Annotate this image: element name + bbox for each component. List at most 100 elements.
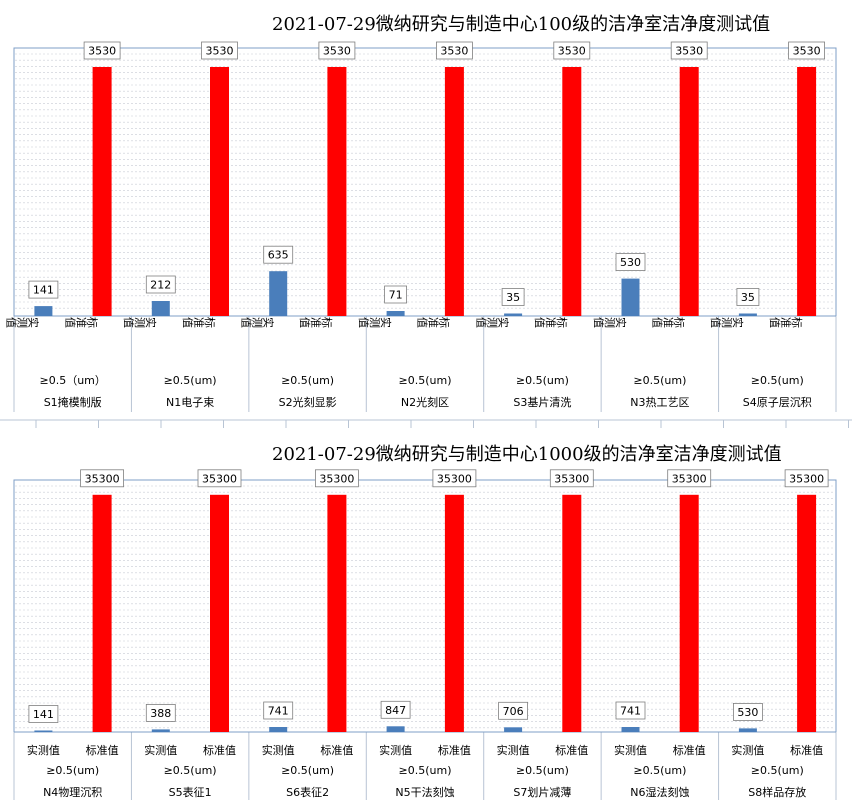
chart-title: 2021-07-29微纳研究与制造中心100级的洁净室洁净度测试值 xyxy=(272,14,771,35)
size-label: ≥0.5（um） xyxy=(39,374,105,387)
size-label: ≥0.5(um) xyxy=(46,764,99,777)
bar-type-label: 实测值 xyxy=(710,316,745,329)
data-label: 3530 xyxy=(206,45,234,58)
bar-type-label: 实测值 xyxy=(241,316,276,329)
size-label: ≥0.5(um) xyxy=(164,764,217,777)
measured-bar xyxy=(504,727,523,732)
data-label: 35300 xyxy=(789,472,824,485)
bar-type-label: 标准值 xyxy=(652,316,687,329)
data-label-box xyxy=(263,701,294,720)
standard-bar xyxy=(444,494,464,732)
measured-bar xyxy=(269,271,288,316)
data-label: 35300 xyxy=(202,472,237,485)
bar-type-label: 标准值 xyxy=(790,743,823,757)
size-label: ≥0.5(um) xyxy=(164,374,217,387)
measured-bar xyxy=(504,313,523,316)
measured-bar xyxy=(151,729,170,732)
data-label: 3530 xyxy=(323,45,351,58)
data-label-box xyxy=(28,705,59,723)
data-label: 35300 xyxy=(672,472,707,485)
room-label: S8样品存放 xyxy=(748,785,806,799)
measured-bar xyxy=(269,727,288,732)
bar-type-label: 标准值 xyxy=(534,316,569,329)
standard-bar xyxy=(210,494,229,732)
measured-bar xyxy=(621,727,640,732)
bar-type-label: 实测值 xyxy=(144,743,177,757)
bar-type-label: 标准值 xyxy=(438,743,471,757)
data-label-box xyxy=(736,288,760,306)
measured-bar xyxy=(738,728,757,732)
data-label: 35300 xyxy=(554,472,589,485)
bar-type-label: 标准值 xyxy=(769,316,804,329)
data-label: 3530 xyxy=(558,45,586,58)
bar-type-label: 实测值 xyxy=(475,316,510,329)
bar-type-label: 实测值 xyxy=(379,743,412,757)
room-label: N5干法刻蚀 xyxy=(395,785,454,799)
size-label: ≥0.5(um) xyxy=(751,764,804,777)
data-label: 847 xyxy=(385,704,406,717)
bar-type-label: 实测值 xyxy=(593,316,628,329)
standard-bar xyxy=(679,494,699,732)
data-label: 35300 xyxy=(319,472,354,485)
bar-type-label: 实测值 xyxy=(27,743,60,757)
data-label-box xyxy=(145,275,176,294)
data-label-box xyxy=(667,469,712,488)
standard-bar xyxy=(92,494,112,732)
data-label: 3530 xyxy=(440,45,468,58)
data-label-box xyxy=(501,288,525,306)
data-label: 141 xyxy=(33,708,54,721)
standard-bar xyxy=(92,67,112,316)
measured-bar xyxy=(34,730,53,732)
bar-type-label: 标准值 xyxy=(417,316,452,329)
size-label: ≥0.5(um) xyxy=(516,374,569,387)
data-label: 388 xyxy=(150,707,171,720)
size-label: ≥0.5(um) xyxy=(633,374,686,387)
room-label: N2光刻区 xyxy=(401,395,449,409)
measured-bar xyxy=(34,306,53,316)
room-label: N4物理沉积 xyxy=(43,785,102,799)
standard-bar xyxy=(797,494,817,732)
measured-bar xyxy=(621,278,640,316)
bar-type-label: 标准值 xyxy=(203,743,236,757)
data-label-box xyxy=(615,701,646,720)
data-label-box xyxy=(314,469,359,488)
data-label-box xyxy=(197,469,242,488)
size-label: ≥0.5(um) xyxy=(281,764,334,777)
data-label-box xyxy=(263,245,294,264)
size-label: ≥0.5(um) xyxy=(751,374,804,387)
data-label-box xyxy=(432,469,477,488)
bar-type-label: 标准值 xyxy=(86,743,119,757)
data-label-box xyxy=(435,41,473,60)
measured-bar xyxy=(386,311,405,316)
standard-bar xyxy=(210,67,229,316)
room-label: S1掩模制版 xyxy=(44,395,102,409)
bar-type-label: 标准值 xyxy=(64,316,99,329)
data-label-box xyxy=(201,41,238,60)
chart-plot: 141 35300 实测值 标准值 ≥0.5(um) N4物理沉积 388 35300 实测值 标… xyxy=(13,469,837,800)
chart-plot: 141 3530 实测值 标准值 ≥0.5（um） S1掩模制版 212 3530 实测值 标准值… xyxy=(0,41,852,428)
room-label: S6表征2 xyxy=(286,785,329,799)
size-label: ≥0.5(um) xyxy=(399,374,452,387)
data-label: 35 xyxy=(741,291,755,304)
plot-area xyxy=(13,479,837,733)
data-label: 530 xyxy=(620,256,641,269)
data-label-box xyxy=(83,41,121,60)
room-label: S7划片减薄 xyxy=(513,785,571,799)
size-label: ≥0.5(um) xyxy=(399,764,452,777)
room-label: N6湿法刻蚀 xyxy=(630,785,689,799)
data-label-box xyxy=(80,469,124,488)
data-label-box xyxy=(784,469,829,488)
data-label-box xyxy=(318,41,356,60)
data-label-box xyxy=(733,702,763,721)
bar-type-label: 标准值 xyxy=(182,316,217,329)
data-label: 141 xyxy=(33,284,54,297)
size-label: ≥0.5(um) xyxy=(633,764,686,777)
bar-type-label: 实测值 xyxy=(358,316,393,329)
bar-type-label: 标准值 xyxy=(673,743,706,757)
data-label: 741 xyxy=(268,705,289,718)
bar-type-label: 实测值 xyxy=(731,743,764,757)
standard-bar xyxy=(444,67,464,316)
data-label: 635 xyxy=(268,249,289,262)
size-label: ≥0.5(um) xyxy=(516,764,569,777)
bar-type-label: 标准值 xyxy=(555,743,588,757)
